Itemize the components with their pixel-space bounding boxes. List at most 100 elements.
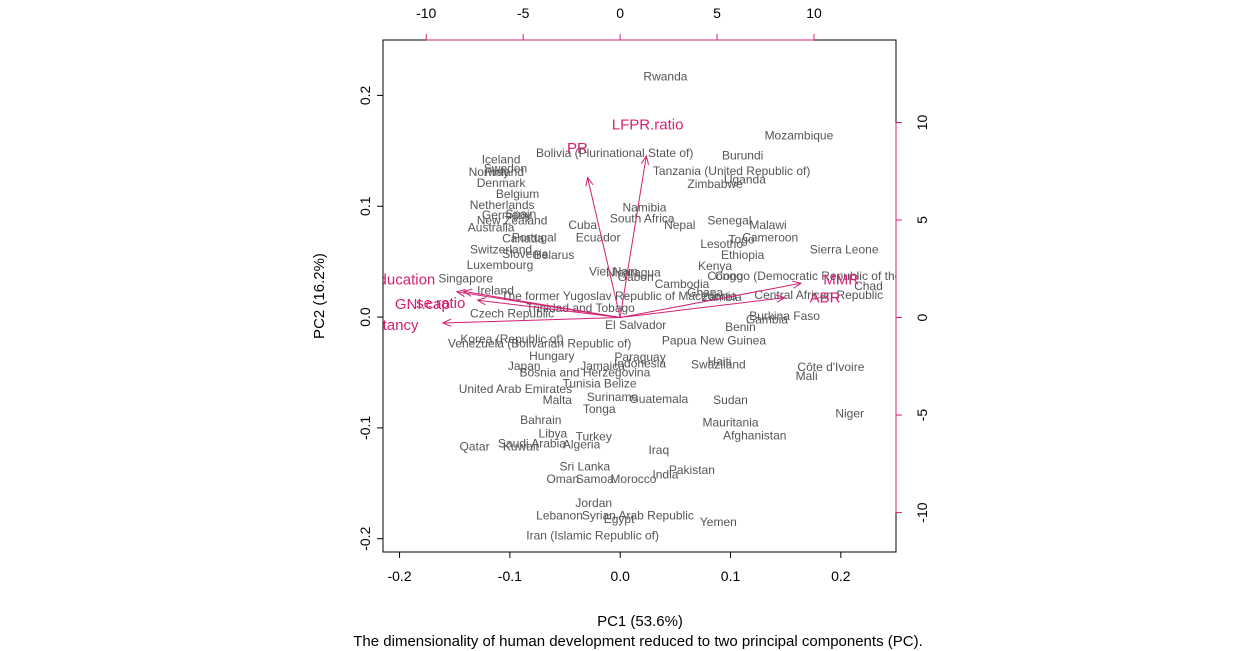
loading-arrow-head xyxy=(441,318,452,327)
observation-label: Gabon xyxy=(618,270,654,284)
observation-label: Indonesia xyxy=(614,357,666,371)
observation-label: Togo xyxy=(729,232,755,246)
y-tick-label: 0.1 xyxy=(357,196,373,216)
loading-arrow-shaft xyxy=(620,282,802,319)
observation-label: Tanzania (United Republic of) xyxy=(653,164,810,178)
observation-label: Qatar xyxy=(460,440,490,454)
observation-label: Trinidad and Tobago xyxy=(526,301,635,315)
observation-label: Netherlands xyxy=(470,198,535,212)
observation-label: Sri Lanka xyxy=(560,460,611,474)
observation-label: Swaziland xyxy=(691,358,746,372)
observation-label: Sweden xyxy=(484,162,527,176)
observation-label: Congo xyxy=(707,269,743,283)
observation-label: Hungary xyxy=(529,349,574,363)
variable-label: PR xyxy=(567,140,588,157)
x-tick-label: 0.0 xyxy=(610,568,630,584)
variable-label: GNI.cap xyxy=(395,296,450,313)
right-tick-label: -10 xyxy=(914,502,930,522)
observation-label: Czech Republic xyxy=(470,307,554,321)
variable-label: ABR xyxy=(810,290,841,307)
variable-label: ted.Education xyxy=(344,272,436,289)
observation-label: Norway xyxy=(469,165,510,179)
observation-label: Ghana xyxy=(687,286,723,300)
x-tick-label: 0.2 xyxy=(831,568,851,584)
variable-label: se.ratio xyxy=(416,295,465,312)
observation-label: Denmark xyxy=(477,176,527,190)
observation-label: Rwanda xyxy=(643,70,687,84)
observation-label: Iraq xyxy=(648,443,669,457)
observation-label: Germany xyxy=(482,208,531,222)
observation-label: Kuwait xyxy=(503,440,540,454)
observation-label: Cuba xyxy=(568,218,597,232)
x-tick-label: -0.2 xyxy=(387,568,411,584)
observation-label: Sudan xyxy=(713,393,748,407)
observation-label: Mali xyxy=(796,369,818,383)
top-tick-label: -5 xyxy=(517,5,530,21)
observation-label: Yemen xyxy=(700,515,737,529)
observation-label: Canada xyxy=(502,231,544,245)
figure-caption: The dimensionality of human development … xyxy=(353,633,922,650)
observation-label: Singapore xyxy=(438,271,493,285)
observation-label: Sierra Leone xyxy=(810,242,879,256)
observation-label: Ethiopia xyxy=(721,248,765,262)
variable-label: Expectancy xyxy=(341,317,419,334)
observation-label: Saudi Arabia xyxy=(498,436,566,450)
observation-label: Turkey xyxy=(576,430,612,444)
observation-label: Lesotho xyxy=(700,237,743,251)
variable-label: LFPR.ratio xyxy=(612,116,684,133)
y-tick-label: -0.2 xyxy=(357,526,373,550)
observation-label: Belize xyxy=(604,377,637,391)
y-tick-label: 0.0 xyxy=(357,307,373,327)
x-tick-label: -0.1 xyxy=(498,568,522,584)
axes: -0.2 -0.1 0.0 0.1 0.2 -0.2 -0.1 0.0 0.1 0.2 -10 -5 0… xyxy=(357,5,930,584)
observation-label: Afghanistan xyxy=(723,429,786,443)
observation-label: Oman xyxy=(546,472,579,486)
observation-label: Niger xyxy=(835,406,864,420)
observation-label: Chad xyxy=(854,279,883,293)
loading-arrow-head xyxy=(775,294,786,303)
observation-label: Côte d'Ivoire xyxy=(797,360,864,374)
observation-label: Australia xyxy=(468,220,515,234)
right-tick-label: -5 xyxy=(914,409,930,422)
right-tick-label: 0 xyxy=(914,313,930,321)
observation-label: Burkina Faso xyxy=(749,309,820,323)
loading-arrow-shaft xyxy=(619,155,647,318)
observation-label: Tunisia xyxy=(562,377,601,391)
observation-label: Burundi xyxy=(722,148,763,162)
observation-label: Mozambique xyxy=(765,128,834,142)
observation-label: Morocco xyxy=(610,472,656,486)
variable-label: MMR xyxy=(823,272,859,289)
loading-arrow-head xyxy=(585,176,594,187)
observation-label: Bolivia (Plurinational State of) xyxy=(536,146,693,160)
observation-label: Malta xyxy=(543,393,573,407)
y-tick-label: 0.2 xyxy=(357,85,373,105)
top-tick-label: 5 xyxy=(713,5,721,21)
observation-label: Paraguay xyxy=(614,350,665,364)
observation-label: Bosnia and Herzegovina xyxy=(520,365,651,379)
observation-label: Central African Republic xyxy=(754,288,883,302)
observation-label: Libya xyxy=(539,426,568,440)
y-tick-label: -0.1 xyxy=(357,416,373,440)
observation-label: Egypt xyxy=(604,512,635,526)
right-tick-label: 10 xyxy=(914,115,930,131)
loading-arrow-head xyxy=(640,154,650,165)
observation-label: Jordan xyxy=(575,496,612,510)
observation-labels: Rwanda Mozambique IcelandSwedenNorwayFinla… xyxy=(438,70,896,543)
observation-label: Ecuador xyxy=(576,230,621,244)
observation-label: Finland xyxy=(485,165,524,179)
loading-arrow-shaft xyxy=(442,317,621,324)
observation-label: Suriname xyxy=(587,390,639,404)
observation-label: Iceland xyxy=(482,153,521,167)
observation-label: Slovenia xyxy=(502,247,548,261)
observation-label: Guatemala xyxy=(629,392,688,406)
loading-arrow-head xyxy=(455,288,466,298)
observation-label: Korea (Republic of) xyxy=(460,332,563,346)
observation-label: Iran (Islamic Republic of) xyxy=(526,528,659,542)
top-tick-label: 0 xyxy=(616,5,624,21)
observation-label: Benin xyxy=(725,320,756,334)
observation-label: United Arab Emirates xyxy=(459,382,572,396)
loading-arrow-head xyxy=(476,297,487,306)
observation-label: Mauritania xyxy=(703,415,759,429)
observation-label: Gambia xyxy=(746,312,788,326)
